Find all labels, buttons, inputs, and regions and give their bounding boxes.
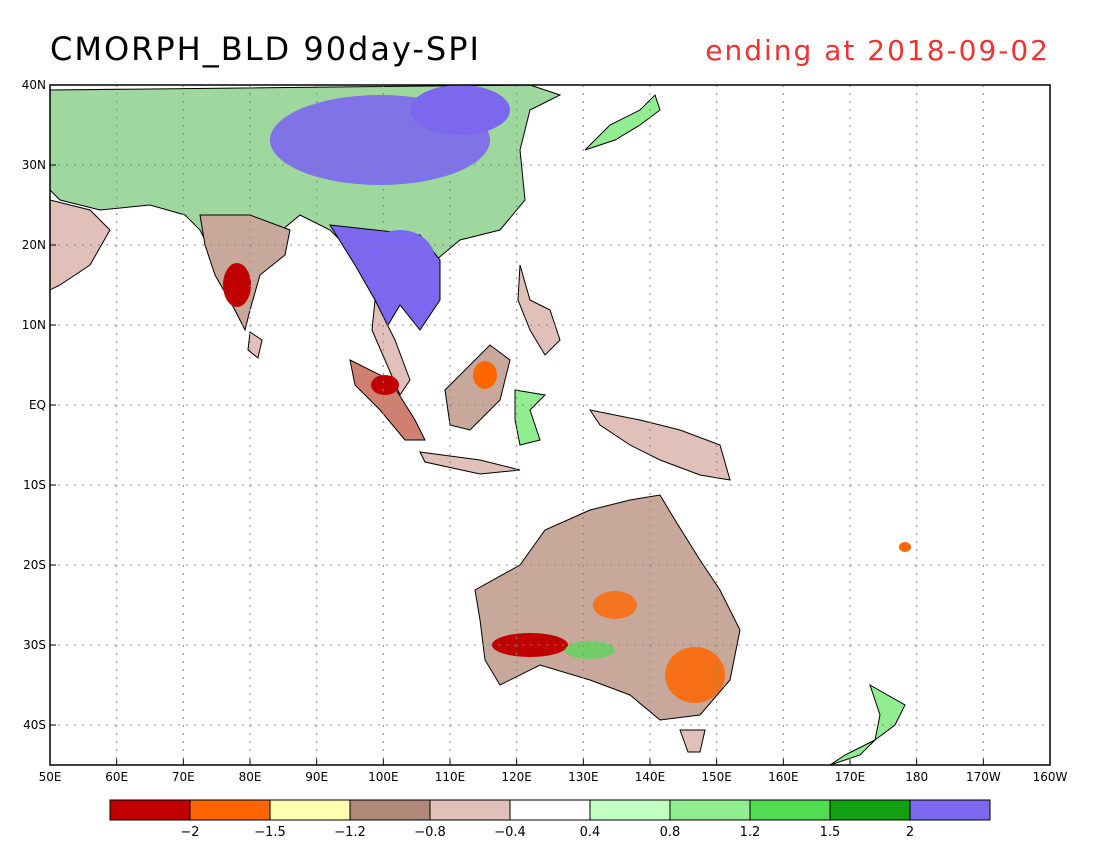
legend-swatch [669,799,751,821]
lon-label: 90E [305,770,328,784]
legend-swatch [189,799,271,821]
legend-label: −0.4 [494,825,526,840]
lon-label: 130E [568,770,599,784]
lon-label: 110E [435,770,466,784]
legend-swatch [829,799,911,821]
legend-label: 0.8 [660,825,681,840]
lon-label: 50E [39,770,62,784]
sulawesi [514,389,547,446]
lon-label: 100E [368,770,399,784]
lon-label: 160E [768,770,799,784]
lat-label: 30S [23,638,46,652]
new-zealand-south [829,739,876,765]
patch-indochina-wet [365,230,435,290]
lon-label: 180 [905,770,928,784]
legend-swatch [589,799,671,821]
japan [584,94,661,151]
malay-peninsula [371,298,411,397]
legend-swatch [269,799,351,821]
legend-label: 1.2 [740,825,761,840]
lat-label: 40N [22,78,46,92]
new-zealand-north [869,683,906,742]
lat-label: 10N [22,318,46,332]
map-title: CMORPH_BLD 90day-SPI [50,30,481,68]
legend-swatch [749,799,831,821]
legend-label: −1.5 [254,825,286,840]
lat-label: 30N [22,158,46,172]
patch-aus-south-wet [565,641,615,659]
tasmania [679,729,706,753]
patch-borneo-dry [473,361,497,389]
sri-lanka [247,331,263,359]
lon-label: 120E [501,770,532,784]
lat-label: 20N [22,238,46,252]
arabia-edge [50,199,111,291]
lon-label: 160W [1033,770,1068,784]
legend-swatch [349,799,431,821]
lat-label: EQ [29,398,46,412]
lon-label: 170E [835,770,866,784]
lat-label: 40S [23,718,46,732]
patch-qld-dry [593,591,637,619]
lat-label: 20S [23,558,46,572]
legend-label: 2 [906,825,914,840]
legend-label: −2 [180,825,199,840]
patch-nsw-dry [665,647,725,703]
legend-swatch [109,799,191,821]
philippines [517,264,561,356]
lon-label: 70E [172,770,195,784]
lon-label: 150E [701,770,732,784]
legend-swatch [909,799,991,821]
legend-swatch [429,799,511,821]
patch-fiji-dry [899,542,911,552]
patch-sumatra-dry [371,375,399,395]
map-subtitle: ending at 2018-09-02 [705,34,1050,67]
legend-label: 1.5 [820,825,841,840]
lon-label: 60E [105,770,128,784]
legend-label: 0.4 [580,825,601,840]
legend-label: −1.2 [334,825,366,840]
legend-swatch [509,799,591,821]
new-guinea [588,409,731,481]
java [419,451,521,475]
lon-label: 170W [966,770,1001,784]
lon-label: 80E [239,770,262,784]
lat-label: 10S [23,478,46,492]
lon-label: 140E [635,770,666,784]
patch-china-wet2 [410,85,510,135]
legend-label: −0.8 [414,825,446,840]
patch-india-dry [223,263,251,307]
